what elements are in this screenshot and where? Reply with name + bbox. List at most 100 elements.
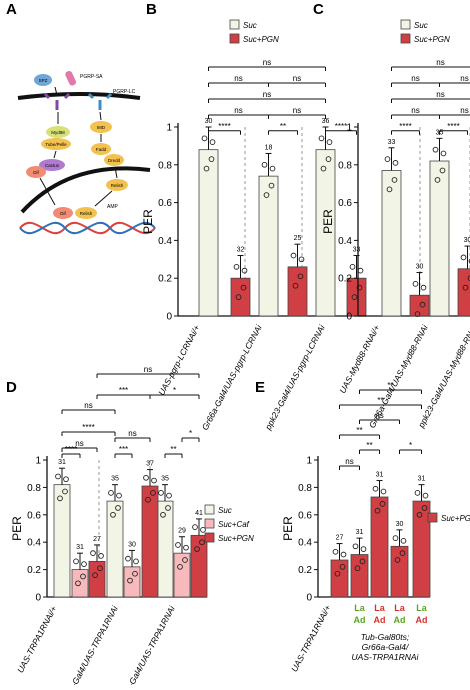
data-point <box>356 284 363 291</box>
y-tick-label: 1 <box>35 456 41 467</box>
spz-shape <box>34 74 52 86</box>
dif-shape <box>26 166 46 178</box>
data-point <box>150 490 156 496</box>
data-point <box>392 160 399 166</box>
data-point <box>166 492 172 499</box>
condition-label-ad: Ad <box>416 615 428 625</box>
bar <box>330 559 349 598</box>
myd88-label: Myd88 <box>51 130 65 135</box>
cell-membrane <box>17 92 141 100</box>
y-tick-label: 0.2 <box>158 274 172 285</box>
pathway-diagram: PGRP-SA SPZ PGRP-LC Myd88 Tube/Pelle Cac… <box>17 70 156 235</box>
dif-nuclear-label: Dif <box>60 211 66 216</box>
data-point <box>351 294 358 300</box>
significance-label: ns <box>234 74 242 83</box>
significance-label: ** <box>366 441 372 450</box>
data-point <box>352 543 359 550</box>
fadd-shape <box>91 143 111 155</box>
data-point <box>414 490 421 496</box>
data-point <box>108 490 114 496</box>
y-tick-label: 0.6 <box>298 510 312 521</box>
significance-label: ns <box>144 365 152 374</box>
bar <box>88 560 106 598</box>
significance-label: ns <box>293 74 301 83</box>
category-label: UAS-pgrp-LCRNAi/+ <box>156 323 202 397</box>
data-point <box>460 254 467 261</box>
data-point <box>160 511 166 518</box>
condition-label-ad: Ad <box>394 615 406 625</box>
data-point <box>201 135 208 142</box>
data-point <box>298 256 305 263</box>
data-point <box>320 165 327 172</box>
data-point <box>386 186 393 193</box>
legend-label: Suc <box>414 21 428 30</box>
data-point <box>357 267 364 274</box>
data-point <box>81 561 87 567</box>
dif-label: Dif <box>33 170 39 175</box>
y-tick-label: 1 <box>306 456 312 467</box>
data-point <box>132 570 138 577</box>
n-label: 41 <box>195 510 203 517</box>
bar <box>429 160 450 317</box>
pgrp-sa-label: PGRP-SA <box>80 74 103 80</box>
cactus-shape <box>39 159 65 171</box>
significance-label: ns <box>263 58 271 67</box>
n-label: 30 <box>128 541 136 548</box>
significance-label: ns <box>436 90 444 99</box>
data-point <box>199 539 205 546</box>
data-point <box>468 258 470 264</box>
data-point <box>269 165 276 172</box>
bar <box>457 268 470 317</box>
y-tick-label: 0 <box>35 593 41 604</box>
y-tick-label: 0.4 <box>338 236 352 247</box>
significance-label: **** <box>218 122 230 131</box>
data-point <box>318 135 325 142</box>
bar <box>287 266 308 317</box>
dna-strand-2 <box>19 221 156 235</box>
panel-letter-a: A <box>6 1 17 18</box>
data-point <box>399 550 406 557</box>
data-point <box>57 495 63 502</box>
category-label: ppk23-Gal4/UAS-pgrp-LCRNAi <box>262 322 327 432</box>
significance-label: ** <box>356 426 362 435</box>
panel-letter-d: D <box>6 379 17 396</box>
category-label: ppk23-Gal4/UAS-TRPA1RNAi <box>114 603 177 685</box>
bar <box>381 170 402 317</box>
data-point <box>235 294 242 300</box>
relish-nuclear-label: Relish <box>80 211 93 216</box>
significance-label: ** <box>280 122 286 131</box>
bar <box>390 545 409 598</box>
significance-label: ** <box>170 445 176 454</box>
data-point <box>133 558 139 565</box>
relish-label: Relish <box>111 183 124 188</box>
data-point <box>349 264 356 270</box>
data-point <box>359 558 366 565</box>
condition-label-ad: Ad <box>374 615 386 625</box>
significance-label: ns <box>411 106 419 115</box>
toll-receptor-icon <box>43 92 71 110</box>
data-point <box>422 492 429 499</box>
data-point <box>203 165 210 172</box>
data-point <box>110 511 116 518</box>
category-label: UAS-TRPA1RNAi/+ <box>15 604 59 674</box>
relish-shape <box>106 179 128 191</box>
significance-label: * <box>173 386 176 395</box>
panel-letter-b: B <box>146 1 157 18</box>
data-point <box>73 558 79 565</box>
data-point <box>75 580 81 587</box>
pathway-arrows <box>39 86 118 207</box>
data-point <box>440 150 447 157</box>
data-point <box>380 488 387 495</box>
y-tick-label: 0.8 <box>158 160 172 171</box>
data-point <box>467 275 470 282</box>
significance-label: ns <box>460 106 468 115</box>
bar <box>53 484 71 598</box>
y-axis-label: PER <box>141 209 155 234</box>
y-tick-label: 0.4 <box>158 236 172 247</box>
condition-label-la: La <box>416 603 427 613</box>
data-point <box>379 500 386 507</box>
significance-label: *** <box>119 445 128 454</box>
n-label: 18 <box>265 144 273 151</box>
y-tick-label: 0.6 <box>27 510 41 521</box>
category-label: UAS-TRPA1RNAi/+ <box>289 603 333 673</box>
